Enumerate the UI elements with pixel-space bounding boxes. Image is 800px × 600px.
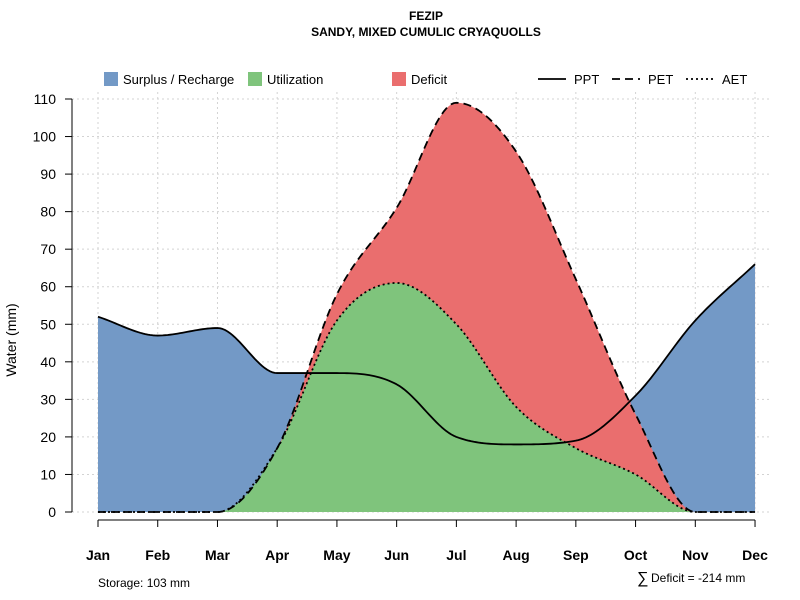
x-tick-label-jun: Jun <box>384 547 409 563</box>
legend-label-surplus-recharge: Surplus / Recharge <box>123 72 234 87</box>
sum-symbol: ∑ <box>637 570 648 587</box>
y-tick-label-20: 20 <box>40 429 56 445</box>
y-tick-label-110: 110 <box>34 91 57 107</box>
y-tick-label-50: 50 <box>40 316 56 332</box>
legend-swatch-surplus-recharge <box>104 72 118 86</box>
x-tick-label-aug: Aug <box>503 547 530 563</box>
legend-label-ppt: PPT <box>574 72 599 87</box>
x-tick-label-mar: Mar <box>205 547 230 563</box>
chart-subtitle: SANDY, MIXED CUMULIC CRYAQUOLLS <box>311 25 541 39</box>
y-tick-label-90: 90 <box>40 166 56 182</box>
y-tick-label-60: 60 <box>40 279 56 295</box>
areas <box>98 102 756 512</box>
x-tick-label-may: May <box>323 547 350 563</box>
x-tick-label-jan: Jan <box>86 547 110 563</box>
legend: Surplus / Recharge Utilization Deficit PPT P… <box>104 72 747 87</box>
x-tick-label-feb: Feb <box>145 547 170 563</box>
surplus-area <box>98 264 756 512</box>
legend-label-deficit: Deficit <box>411 72 448 87</box>
y-tick-label-80: 80 <box>40 204 56 220</box>
series-line-aet <box>98 282 756 513</box>
y-tick-label-10: 10 <box>40 466 56 482</box>
legend-swatch-utilization <box>248 72 262 86</box>
y-tick-label-100: 100 <box>33 129 57 145</box>
utilization-area <box>98 282 756 512</box>
x-tick-label-jul: Jul <box>446 547 466 563</box>
x-tick-label-dec: Dec <box>742 547 768 563</box>
y-tick-label-70: 70 <box>40 241 56 257</box>
axes: Water (mm) 0 10 20 30 40 50 60 70 80 90 100 110 Jan F… <box>3 91 768 563</box>
x-tick-label-apr: Apr <box>265 547 290 563</box>
y-tick-label-40: 40 <box>40 354 56 370</box>
x-tick-label-oct: Oct <box>624 547 648 563</box>
y-tick-label-30: 30 <box>40 391 56 407</box>
x-tick-label-nov: Nov <box>682 547 709 563</box>
storage-annotation: Storage: 103 mm <box>98 576 190 590</box>
legend-label-aet: AET <box>722 72 747 87</box>
series-line-ppt <box>97 263 756 446</box>
legend-label-pet: PET <box>648 72 673 87</box>
series-line-pet <box>98 101 756 513</box>
deficit-annotation: Deficit = -214 mm <box>651 571 745 585</box>
y-tick-label-0: 0 <box>48 504 56 520</box>
legend-label-utilization: Utilization <box>267 72 323 87</box>
chart-title: FEZIP <box>409 9 443 23</box>
legend-swatch-deficit <box>392 72 406 86</box>
x-tick-label-sep: Sep <box>563 547 589 563</box>
y-axis-label: Water (mm) <box>3 303 19 376</box>
series-lines <box>97 101 756 513</box>
